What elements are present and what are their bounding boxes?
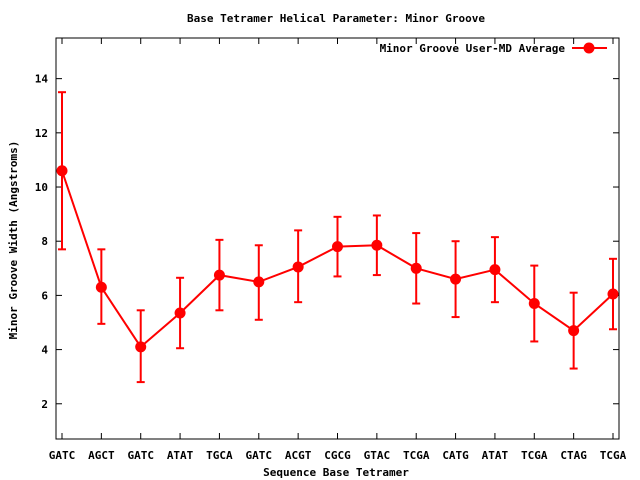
legend-marker bbox=[583, 42, 595, 54]
legend-label: Minor Groove User-MD Average bbox=[380, 42, 566, 55]
series-layer bbox=[56, 91, 619, 384]
y-tick-label: 2 bbox=[41, 398, 48, 411]
chart-title: Base Tetramer Helical Parameter: Minor G… bbox=[187, 12, 485, 25]
data-point bbox=[174, 307, 186, 319]
x-tick-label: GATC bbox=[127, 449, 154, 462]
x-tick-label: AGCT bbox=[88, 449, 115, 462]
x-tick-label: CGCG bbox=[324, 449, 351, 462]
x-tick-label: CATG bbox=[442, 449, 469, 462]
x-tick-label: GATC bbox=[246, 449, 273, 462]
legend: Minor Groove User-MD Average bbox=[380, 42, 607, 55]
data-point bbox=[607, 288, 619, 300]
data-point bbox=[410, 262, 422, 274]
y-axis: 2 4 6 8 10 12 14 bbox=[35, 73, 619, 411]
x-tick-label: ATAT bbox=[167, 449, 194, 462]
data-point bbox=[332, 241, 343, 253]
x-tick-label: TCGA bbox=[403, 449, 430, 462]
data-point bbox=[371, 239, 383, 251]
data-point bbox=[568, 325, 580, 337]
x-tick-label: GATC bbox=[49, 449, 76, 462]
y-tick-label: 14 bbox=[35, 73, 49, 86]
x-tick-label: TCGA bbox=[521, 449, 548, 462]
x-tick-label: GTAC bbox=[364, 449, 391, 462]
x-tick-label: ACGT bbox=[285, 449, 312, 462]
y-tick-label: 10 bbox=[35, 181, 48, 194]
data-point bbox=[135, 341, 147, 353]
x-tick-label: TCGA bbox=[600, 449, 627, 462]
data-point bbox=[56, 165, 68, 177]
data-point bbox=[253, 276, 265, 288]
x-tick-label: ATAT bbox=[482, 449, 509, 462]
x-axis: GATC AGCT GATC ATAT TGCA GATC ACGT CGCG GTAC TCGA… bbox=[49, 38, 627, 462]
data-point bbox=[450, 273, 462, 285]
x-tick-label: CTAG bbox=[560, 449, 587, 462]
x-axis-label: Sequence Base Tetramer bbox=[263, 466, 409, 479]
x-tick-label: TGCA bbox=[206, 449, 233, 462]
data-point bbox=[528, 298, 540, 310]
y-tick-label: 6 bbox=[41, 289, 48, 302]
data-point bbox=[489, 264, 501, 276]
y-tick-label: 4 bbox=[41, 344, 48, 357]
y-axis-label: Minor Groove Width (Angstroms) bbox=[7, 141, 20, 340]
data-point bbox=[213, 269, 225, 281]
y-tick-label: 8 bbox=[41, 235, 48, 248]
data-point bbox=[95, 281, 107, 293]
data-point bbox=[292, 261, 304, 273]
y-tick-label: 12 bbox=[35, 127, 48, 140]
